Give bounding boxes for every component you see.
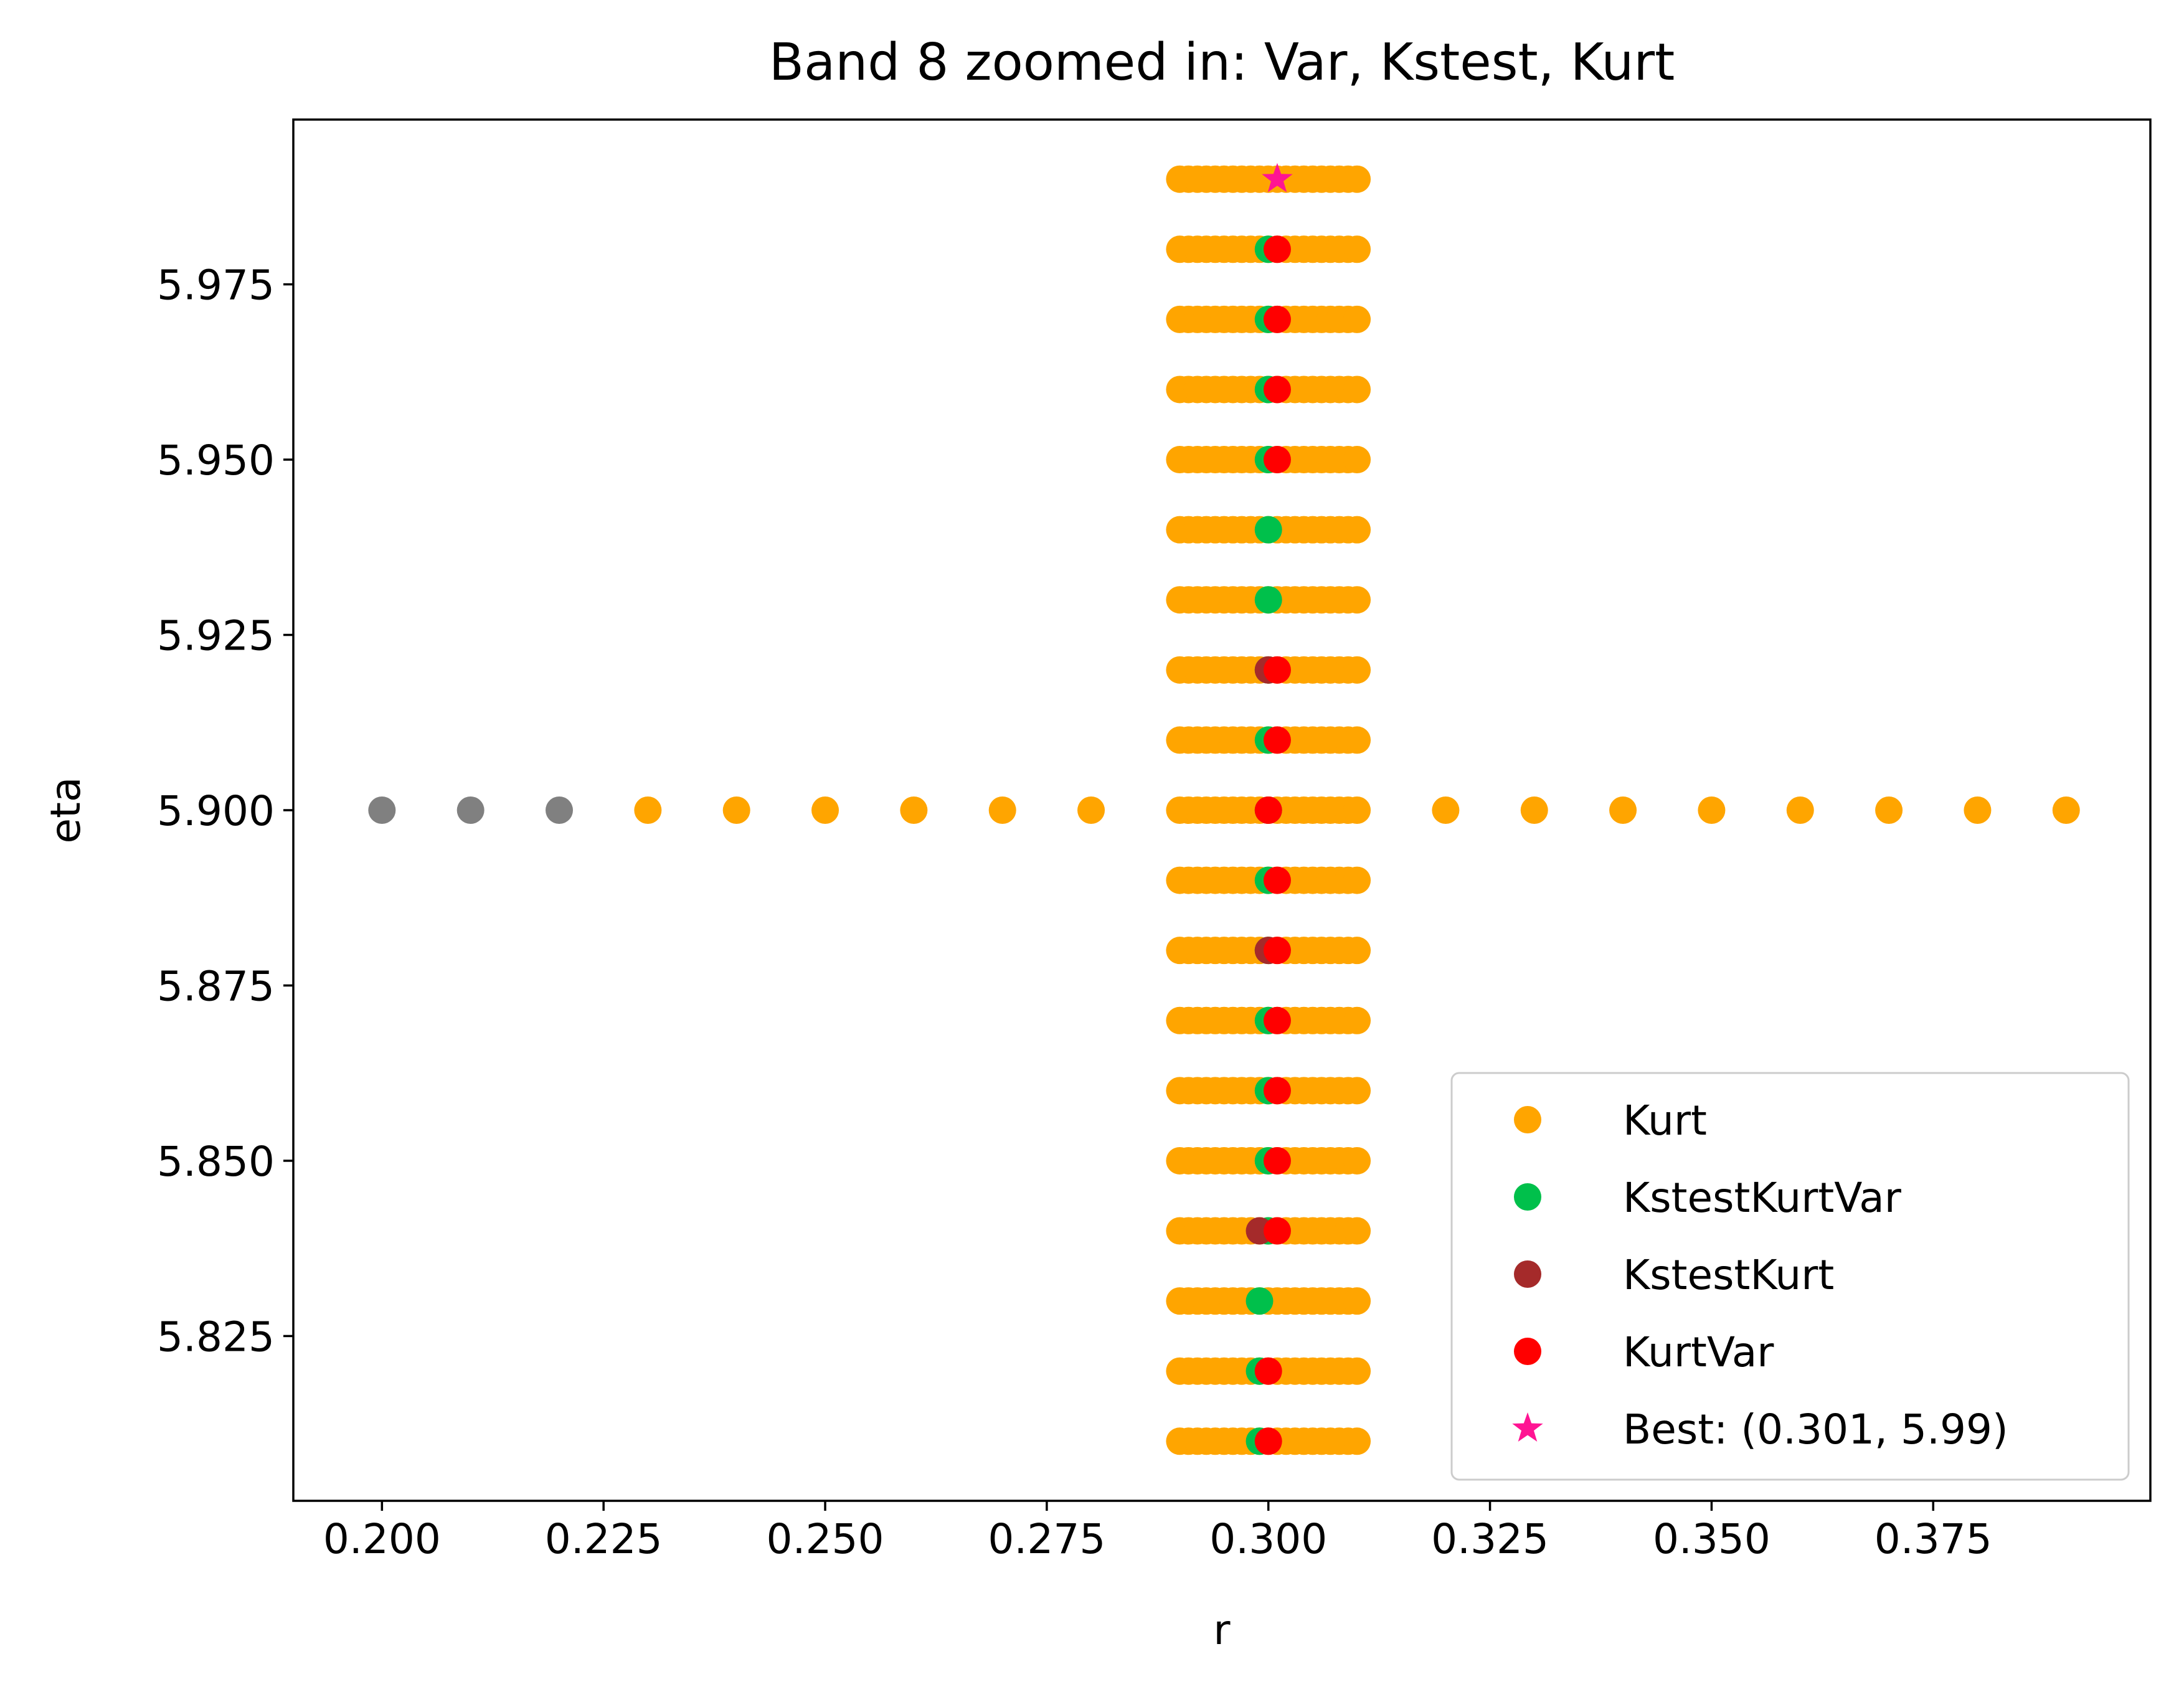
kurt-point [1077, 796, 1105, 824]
legend-label-kstestkurtvar: KstestKurtVar [1623, 1174, 1902, 1222]
kurt-grid-point [1343, 235, 1371, 263]
plot-frame [292, 118, 2152, 1502]
x-tick-label: 0.325 [1431, 1515, 1549, 1563]
x-axis-label: r [1213, 1606, 1231, 1654]
kurt-grid-point [1343, 796, 1371, 824]
kurt-point [1964, 796, 1992, 824]
kurtvar-point [1263, 1146, 1291, 1174]
kurt-grid-point [1343, 165, 1371, 193]
kurt-point [634, 796, 662, 824]
legend-marker-best [1512, 1412, 1543, 1442]
legend-marker-kstestkurtvar [1514, 1183, 1541, 1211]
kurt-grid-point [1343, 1357, 1371, 1385]
kurtvar-point [1263, 305, 1291, 333]
kurt-grid-point [1343, 1287, 1371, 1315]
kstestkurtvar-point [1254, 586, 1282, 614]
x-tick-label: 0.200 [323, 1515, 441, 1563]
legend-box [1450, 1072, 2130, 1481]
kurtvar-point [1263, 726, 1291, 754]
kstestkurtvar-point [1254, 516, 1282, 544]
x-tick-label: 0.350 [1653, 1515, 1770, 1563]
kurt-grid-point [1343, 305, 1371, 333]
kurtvar-point [1263, 1217, 1291, 1245]
legend-marker-kurt [1514, 1106, 1541, 1133]
x-tick-label: 0.375 [1874, 1515, 1992, 1563]
y-axis: 5.825 5.850 5.875 5.900 5.925 5.950 5.975 [157, 262, 293, 1361]
best-star-point [1262, 163, 1293, 192]
kurt-point [1609, 796, 1637, 824]
kurt-grid-point [1343, 1146, 1371, 1174]
kurt-grid-point [1343, 1427, 1371, 1455]
kurtvar-point [1263, 1006, 1291, 1034]
kurtvar-point [1263, 376, 1291, 404]
kurt-point [900, 796, 928, 824]
kurt-point [1432, 796, 1460, 824]
legend-marker-kurtvar [1514, 1338, 1541, 1365]
y-axis-label: eta [42, 777, 90, 844]
kurtvar-point [1254, 796, 1282, 824]
x-tick-label: 0.225 [545, 1515, 663, 1563]
kurt-grid-point [1343, 656, 1371, 684]
kurt-grid-point [1343, 866, 1371, 894]
unlabeled-point [368, 796, 396, 824]
kurtvar-point [1263, 1077, 1291, 1105]
y-tick-label: 5.900 [157, 787, 275, 835]
legend-label-kstestkurt: KstestKurt [1623, 1251, 1834, 1299]
kurtvar-point [1263, 446, 1291, 474]
kurt-point [1786, 796, 1814, 824]
kurt-grid-point [1343, 1077, 1371, 1105]
kurt-point [1698, 796, 1726, 824]
legend-marker-kstestkurt [1514, 1260, 1541, 1288]
kurt-point [1875, 796, 1903, 824]
chart-title: Band 8 zoomed in: Var, Kstest, Kurt [769, 33, 1675, 92]
kurt-grid-point [1343, 586, 1371, 614]
kurt-grid-point [1343, 446, 1371, 474]
kurt-point [722, 796, 750, 824]
y-tick-label: 5.850 [157, 1138, 275, 1186]
kurtvar-point [1263, 235, 1291, 263]
legend-label-kurtvar: KurtVar [1623, 1328, 1774, 1376]
x-axis: 0.200 0.225 0.250 0.275 0.300 0.325 0.350 0.375 [323, 1501, 1992, 1563]
kurtvar-point [1254, 1357, 1282, 1385]
x-tick-label: 0.300 [1209, 1515, 1327, 1563]
kurt-grid-point [1343, 937, 1371, 965]
x-tick-label: 0.250 [767, 1515, 884, 1563]
kstestkurtvar-point [1246, 1287, 1274, 1315]
legend-label-kurt: Kurt [1623, 1097, 1707, 1145]
kurt-grid-point [1343, 726, 1371, 754]
kurt-grid-point [1343, 376, 1371, 404]
kurtvar-point [1263, 937, 1291, 965]
kurt-grid-point [1343, 1217, 1371, 1245]
kurtvar-point [1263, 866, 1291, 894]
kurtvar-point [1254, 1427, 1282, 1455]
unlabeled-point [456, 796, 485, 824]
kurt-grid-point [1343, 1006, 1371, 1034]
y-tick-label: 5.950 [157, 437, 275, 484]
y-tick-label: 5.925 [157, 612, 275, 660]
kurt-grid-point [1343, 516, 1371, 544]
y-tick-label: 5.975 [157, 262, 275, 310]
legend-label-best: Best: (0.301, 5.99) [1623, 1406, 2008, 1453]
data-points [368, 163, 2080, 1455]
kurt-point [2052, 796, 2080, 824]
kurt-point [1520, 796, 1548, 824]
unlabeled-point [546, 796, 574, 824]
kurt-point [811, 796, 839, 824]
kurtvar-point [1263, 656, 1291, 684]
kurt-point [988, 796, 1016, 824]
y-tick-label: 5.875 [157, 962, 275, 1010]
x-tick-label: 0.275 [988, 1515, 1105, 1563]
legend: Kurt KstestKurtVar KstestKurt KurtVar Best: … [1450, 1072, 2130, 1481]
y-tick-label: 5.825 [157, 1313, 275, 1361]
